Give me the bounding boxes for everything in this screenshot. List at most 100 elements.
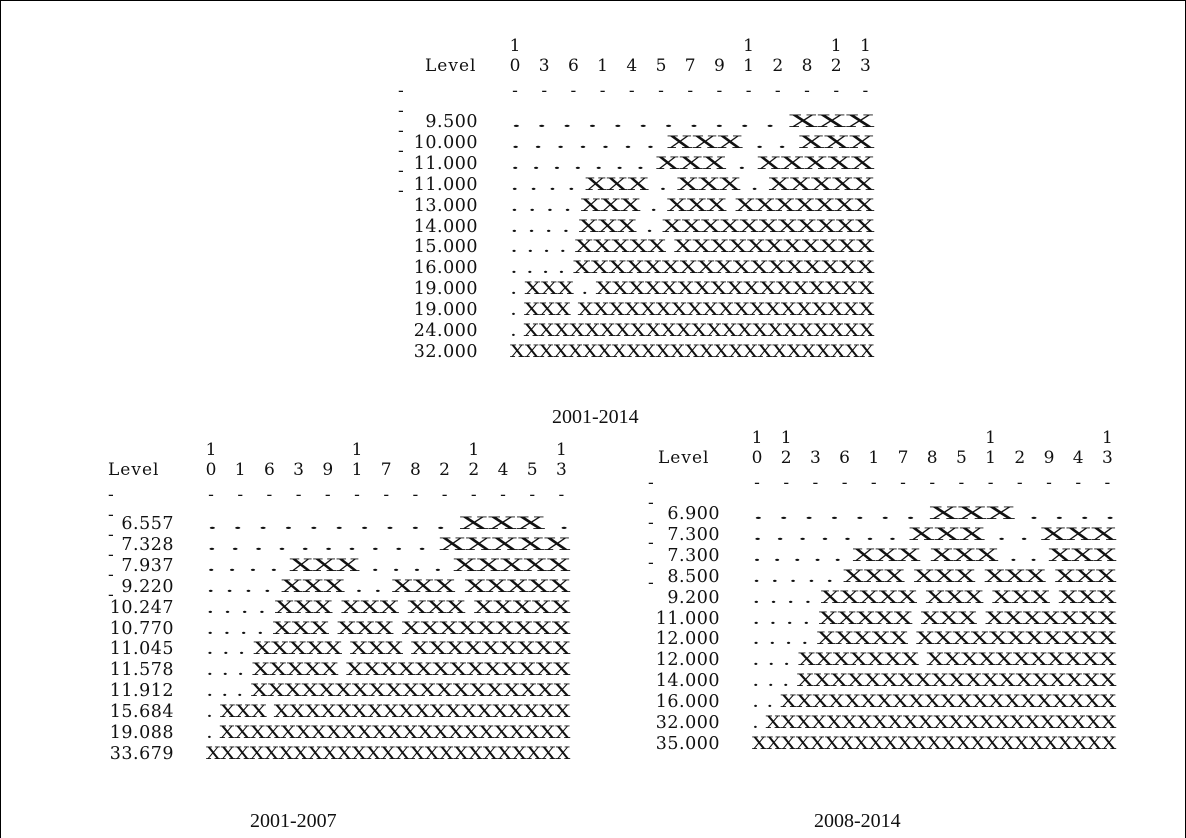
level-value: 15.684	[109, 702, 174, 723]
cluster-dash: -	[870, 473, 877, 493]
cluster-label-tens: 1	[468, 440, 480, 460]
level-value: 16.000	[655, 692, 720, 713]
cluster-pattern: . . . . XXXXX XXXXXXXXXXX	[752, 629, 1117, 650]
cluster-pattern: . . . . XXXXX XXX XXXXXXX	[752, 608, 1117, 629]
cluster-dash: -	[237, 485, 244, 505]
cluster-pattern: . . . . . . . . . . XXXXX	[206, 534, 571, 555]
cluster-label: 3	[293, 460, 304, 480]
cluster-label-tens: 1	[985, 428, 996, 448]
cluster-dash: -	[383, 485, 390, 505]
cluster-dash: -	[412, 485, 419, 505]
level-value: 11.000	[413, 174, 478, 195]
cluster-dash: -	[900, 473, 906, 493]
cluster-dash: -	[812, 473, 819, 493]
level-value: 19.000	[413, 300, 478, 321]
level-value: 9.220	[121, 576, 174, 597]
level-dashes: ------	[648, 473, 655, 593]
cluster-dash: -	[658, 81, 664, 101]
cluster-pattern: . XXX . XXXXXXXXXXXXXXXXX	[510, 279, 875, 300]
cluster-label: 5	[655, 56, 667, 76]
level-value: 14.000	[655, 671, 720, 692]
cluster-dash: -	[987, 473, 994, 493]
level-value: 24.000	[413, 321, 478, 341]
cluster-dash: -	[833, 81, 840, 101]
cluster-dash: -	[745, 81, 752, 101]
cluster-label-tens: 1	[1101, 428, 1113, 448]
cluster-pattern: . . . . XXX XXX XXXXXXXXX	[206, 618, 571, 639]
cluster-pattern: . . . XXXXXXXXXXXXXXXXXXX	[206, 681, 571, 702]
cluster-label-tens: 1	[351, 440, 363, 460]
cluster-dash: -	[266, 485, 273, 505]
cluster-label: 1	[868, 448, 880, 468]
cluster-dash: -	[441, 485, 448, 505]
cluster-pattern: . . . . XXX . XXX . XXXXX	[510, 174, 875, 195]
cluster-label-tens: 1	[509, 36, 521, 56]
level-value: 7.328	[121, 534, 174, 555]
panel-caption: 2001-2007	[250, 810, 337, 832]
cluster-pattern: . . . . . . . XXX . . XXX	[752, 524, 1117, 545]
cluster-label: 0	[205, 460, 217, 480]
level-column-label: Level	[425, 56, 477, 76]
cluster-label: 2	[772, 56, 784, 76]
cluster-dash: -	[295, 485, 302, 505]
level-dashes: ------	[108, 485, 115, 605]
cluster-label: 3	[809, 448, 821, 468]
cluster-dash: -	[716, 81, 723, 101]
cluster-pattern: . . . . . . . XXX . . XXX	[510, 132, 875, 153]
cluster-pattern: XXXXXXXXXXXXXXXXXXXXXXXXX	[510, 341, 875, 362]
level-value: 9.200	[667, 587, 720, 608]
cluster-label-tens: 1	[555, 440, 567, 460]
level-value: 10.000	[413, 132, 478, 153]
cluster-pattern: . XXX XXXXXXXXXXXXXXXXXXX	[206, 702, 571, 723]
cluster-label: 5	[955, 448, 967, 468]
level-value: 35.000	[655, 733, 720, 754]
cluster-dash: -	[541, 81, 548, 101]
cluster-pattern: . . . . XXX . . XXX XXXXX	[206, 576, 571, 597]
cluster-label: 6	[839, 448, 850, 468]
cluster-dash: -	[208, 485, 214, 505]
cluster-pattern: . XXX XXXXXXXXXXXXXXXXXXX	[510, 300, 875, 321]
cluster-label-tens: 1	[205, 440, 217, 460]
cluster-label: 7	[684, 56, 696, 76]
cluster-label: 4	[497, 460, 509, 480]
cluster-label-tens: 1	[780, 428, 792, 448]
cluster-pattern: . . . . . . . . . . . XXX	[510, 112, 875, 132]
level-value: 9.500	[425, 112, 478, 132]
cluster-pattern: . . . XXXXX XXX XXXXXXXXX	[206, 639, 571, 660]
cluster-pattern: . . . . XXX XXX XXX XXXXX	[206, 597, 571, 618]
cluster-label-tens: 1	[830, 36, 842, 56]
level-value: 12.000	[655, 650, 720, 671]
cluster-pattern: XXXXXXXXXXXXXXXXXXXXXXXXX	[206, 743, 571, 764]
cluster-pattern: XXXXXXXXXXXXXXXXXXXXXXXXX	[752, 733, 1117, 754]
cluster-label: 3	[538, 56, 550, 76]
level-value: 11.045	[109, 639, 174, 660]
cluster-label: 9	[1043, 448, 1055, 468]
level-column-label: Level	[108, 460, 160, 480]
cluster-pattern: . . . XXXXX XXXXXXXXXXXXX	[206, 660, 571, 681]
level-value: 6.900	[667, 504, 720, 524]
cluster-pattern: . . . . XXXXX XXX XXX XXX	[752, 587, 1117, 608]
cluster-pattern: . . . . . . . . . . XXX .	[206, 514, 571, 534]
level-value: 19.000	[413, 279, 478, 300]
cluster-dash: -	[500, 485, 506, 505]
level-value: 10.247	[109, 597, 174, 618]
level-value: 10.770	[109, 618, 174, 639]
cluster-label: 2	[830, 56, 842, 76]
cluster-label: 5	[526, 460, 538, 480]
level-dashes: ------	[398, 81, 405, 201]
cluster-dash: -	[754, 473, 760, 493]
cluster-label: 9	[713, 56, 725, 76]
cluster-label-tens: 1	[743, 36, 754, 56]
cluster-dash: -	[570, 81, 577, 101]
cluster-dash: -	[1104, 473, 1111, 493]
cluster-dash: -	[804, 81, 810, 101]
level-value: 32.000	[413, 341, 478, 362]
cluster-label: 1	[985, 448, 996, 468]
cluster-dash: -	[558, 485, 565, 505]
cluster-pattern: . XXXXXXXXXXXXXXXXXXXXXXX	[752, 713, 1117, 733]
cluster-label: 1	[743, 56, 754, 76]
cluster-dash: -	[774, 81, 781, 101]
cluster-pattern: . . . XXXXXXX XXXXXXXXXXX	[752, 650, 1117, 671]
cluster-label: 3	[1101, 448, 1113, 468]
